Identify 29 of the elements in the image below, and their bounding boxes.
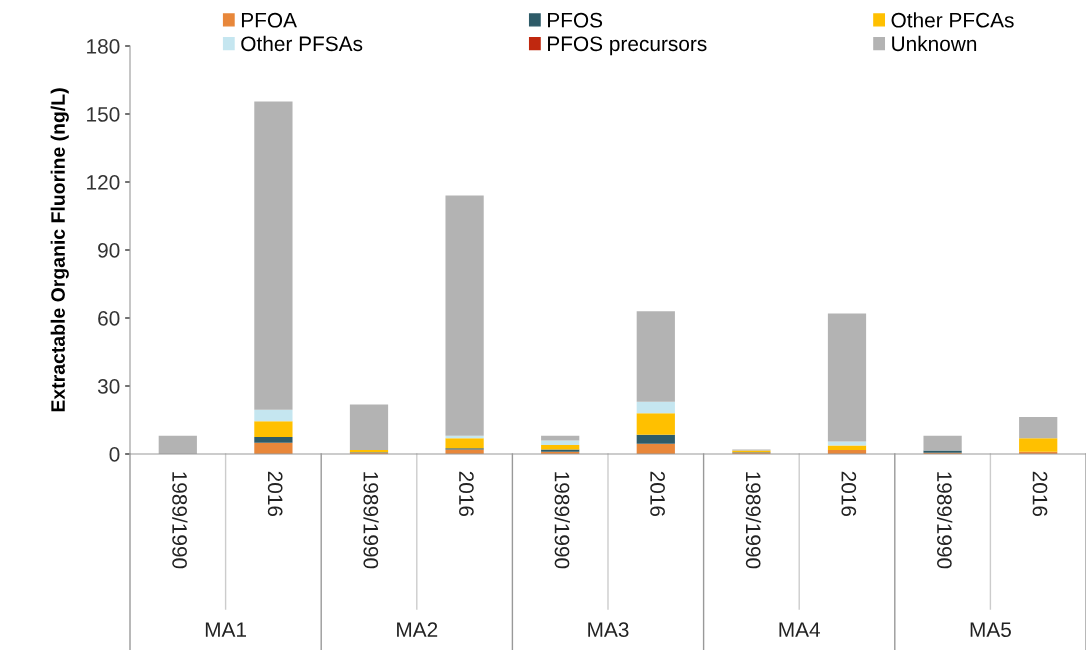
y-tick-label: 60 [98,311,120,326]
legend-label: Unknown [892,35,977,52]
legend-label: PFOS [548,12,603,28]
x-tick-label: 2016 [841,471,857,517]
x-tick-label: 1989/1990 [554,472,570,569]
y-tick-label: 90 [98,243,120,258]
text: MA3 [588,622,629,638]
legend-label: Other PFSAs [241,35,363,52]
y-tick-label: 150 [87,107,120,122]
legend-label: Other PFCAs [891,12,1014,28]
y-tick-label: 180 [87,39,120,54]
legend-label: PFOS precursors [548,36,707,56]
y-axis-title: Extractable Organic Fluorine (ng/L) [50,88,69,412]
x-tick-label: 1989/1990 [937,472,953,569]
legend-label: PFOA [241,12,297,28]
x-tick-label: 1989/1990 [745,472,762,569]
y-tick-label: 120 [87,175,120,190]
text: MA2 [397,622,438,637]
x-tick-label: 1989/1990 [172,472,188,569]
x-tick-label: 2016 [650,471,665,517]
y-tick-label: 0 [109,447,120,462]
x-tick-label: 2016 [1032,471,1048,517]
x-tick-label: 1989/1990 [363,472,379,569]
x-tick-label: 2016 [459,471,474,517]
text: MA5 [970,622,1011,638]
text: MA4 [779,622,821,637]
text: MA1 [205,622,246,637]
y-tick-label: 30 [97,379,120,394]
x-tick-label: 2016 [267,471,283,517]
